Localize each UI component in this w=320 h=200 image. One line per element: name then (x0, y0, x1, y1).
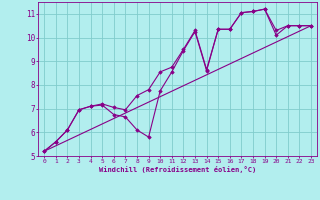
X-axis label: Windchill (Refroidissement éolien,°C): Windchill (Refroidissement éolien,°C) (99, 166, 256, 173)
